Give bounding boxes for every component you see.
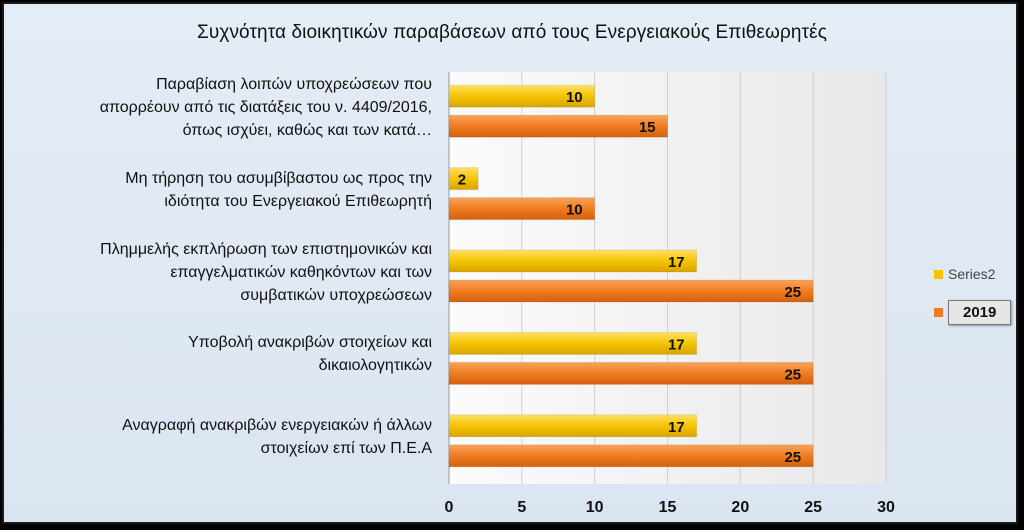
bar-2019 bbox=[448, 361, 814, 385]
x-tick-label: 30 bbox=[877, 499, 895, 516]
category-label: Υποβολή ανακριβών στοιχείων και δικαιολογ… bbox=[12, 331, 432, 377]
data-label: 10 bbox=[566, 89, 583, 106]
category-label-line: Μη τήρηση του ασυμβίβαστου ως προς την bbox=[125, 169, 432, 187]
x-tick-label: 15 bbox=[659, 499, 677, 516]
category-label-line: Αναγραφή ανακριβών ενεργειακών ή άλλων bbox=[122, 416, 432, 434]
bar-series2 bbox=[448, 249, 698, 273]
x-tick-label: 25 bbox=[804, 499, 822, 516]
legend-item-series2: Series2 bbox=[934, 266, 995, 282]
bar-2019 bbox=[448, 444, 814, 468]
legend-swatch bbox=[934, 308, 943, 317]
x-tick-label: 20 bbox=[731, 499, 749, 516]
category-label-line: όπως ισχύει, καθώς και των κατά… bbox=[182, 121, 432, 139]
bar-2019 bbox=[448, 279, 814, 303]
data-label: 25 bbox=[784, 284, 801, 301]
data-label: 17 bbox=[668, 336, 685, 353]
legend-item-2019: 2019 bbox=[934, 300, 1012, 325]
category-label-line: Παραβίαση λοιπών υποχρεώσεων που bbox=[156, 75, 432, 93]
data-label: 17 bbox=[668, 419, 685, 436]
category-label-line: ιδιότητα του Ενεργειακού Επιθεωρητή bbox=[164, 192, 432, 210]
bar-2019 bbox=[448, 114, 668, 138]
legend-label: Series2 bbox=[948, 266, 996, 282]
data-label: 17 bbox=[668, 254, 685, 271]
legend-label: 2019 bbox=[948, 300, 1012, 325]
category-label-line: στοιχείων επί των Π.Ε.Α bbox=[260, 439, 432, 457]
bar-series2 bbox=[448, 331, 698, 355]
bar-2019 bbox=[448, 197, 596, 221]
chart-frame: Συχνότητα διοικητικών παραβάσεων από του… bbox=[2, 2, 1018, 524]
category-label-line: δικαιολογητικών bbox=[318, 357, 432, 375]
plot-area: 0 5 10 15 20 25 30 10 15 2 10 17 25 17 25 17 25 bbox=[445, 72, 895, 516]
legend-swatch bbox=[934, 270, 943, 279]
x-tick-label: 0 bbox=[445, 499, 454, 516]
bar-series2 bbox=[448, 414, 698, 438]
x-tick-label: 10 bbox=[586, 499, 604, 516]
category-label-line: συμβατικών υποχρεώσεων bbox=[240, 286, 432, 304]
category-label-line: απορρέουν από τις διατάξεις του ν. 4409/… bbox=[99, 98, 432, 116]
category-label: Πλημμελής εκπλήρωση των επιστημονικών κα… bbox=[12, 238, 432, 307]
category-label-line: επαγγελματικών καθηκόντων και των bbox=[170, 263, 432, 281]
bar-series2 bbox=[448, 167, 479, 191]
data-label: 10 bbox=[566, 202, 583, 219]
data-label: 25 bbox=[784, 366, 801, 383]
category-label-line: Υποβολή ανακριβών στοιχείων και bbox=[188, 334, 432, 352]
x-tick-label: 5 bbox=[517, 499, 526, 516]
chart-title: Συχνότητα διοικητικών παραβάσεων από του… bbox=[197, 22, 827, 43]
category-label-line: Πλημμελής εκπλήρωση των επιστημονικών κα… bbox=[100, 240, 432, 258]
bar-series2 bbox=[448, 84, 596, 108]
category-label: Παραβίαση λοιπών υποχρεώσεων που απορρέου… bbox=[12, 73, 432, 142]
category-label: Μη τήρηση του ασυμβίβαστου ως προς την ιδ… bbox=[12, 167, 432, 213]
category-label: Αναγραφή ανακριβών ενεργειακών ή άλλων στ… bbox=[12, 414, 432, 460]
data-label: 2 bbox=[458, 172, 466, 189]
data-label: 25 bbox=[784, 449, 801, 466]
data-label: 15 bbox=[639, 119, 656, 136]
